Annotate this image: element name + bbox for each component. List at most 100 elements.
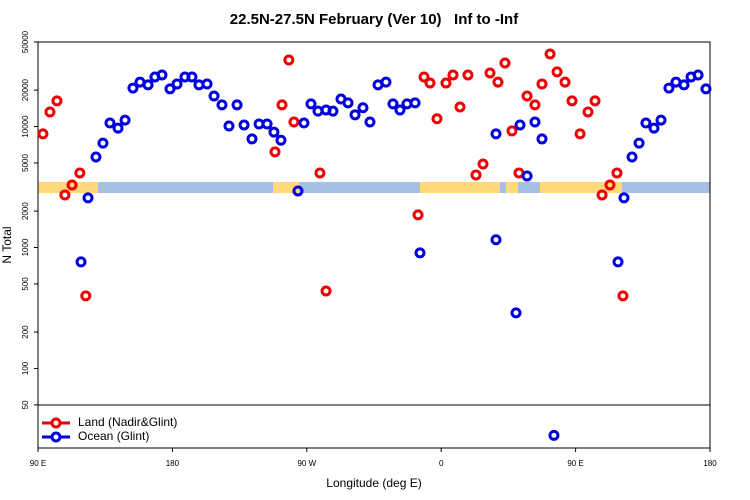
data-point — [551, 66, 563, 78]
y-tick-label: 2000 — [21, 202, 30, 220]
data-point — [596, 189, 608, 201]
data-point — [51, 95, 63, 107]
data-point — [156, 69, 168, 81]
y-tick-label: 200 — [21, 325, 30, 339]
data-point — [529, 116, 541, 128]
data-point — [80, 290, 92, 302]
x-tick-label: 90 E — [30, 459, 46, 468]
legend-marker — [50, 431, 62, 443]
data-point — [536, 78, 548, 90]
data-point — [223, 120, 235, 132]
data-point — [431, 113, 443, 125]
data-point — [462, 69, 474, 81]
data-point — [626, 151, 638, 163]
data-point — [566, 95, 578, 107]
data-point — [424, 77, 436, 89]
data-point — [164, 83, 176, 95]
land-strip — [273, 182, 299, 193]
data-point — [171, 78, 183, 90]
x-tick-label: 90 W — [297, 459, 316, 468]
chart-title: 22.5N-27.5N February (Ver 10) Inf to -In… — [230, 11, 519, 28]
data-point — [529, 99, 541, 111]
data-point — [440, 77, 452, 89]
data-point — [648, 122, 660, 134]
data-point — [490, 128, 502, 140]
data-point — [201, 78, 213, 90]
x-tick-label: 180 — [166, 459, 180, 468]
data-point — [74, 167, 86, 179]
data-point — [514, 119, 526, 131]
x-tick-label: 180 — [703, 459, 717, 468]
data-point — [231, 99, 243, 111]
data-point — [548, 429, 560, 441]
data-point — [59, 189, 71, 201]
data-point — [454, 101, 466, 113]
data-point — [82, 192, 94, 204]
land-strip — [420, 182, 500, 193]
data-point — [640, 117, 652, 129]
data-point — [119, 114, 131, 126]
data-point — [574, 128, 586, 140]
data-point — [655, 114, 667, 126]
data-point — [477, 158, 489, 170]
data-point — [66, 179, 78, 191]
x-tick-label: 0 — [439, 459, 444, 468]
legend-marker — [50, 417, 62, 429]
data-point — [499, 57, 511, 69]
data-point — [112, 122, 124, 134]
data-point — [75, 256, 87, 268]
data-point — [506, 125, 518, 137]
data-point — [246, 133, 258, 145]
data-point — [97, 137, 109, 149]
data-point — [663, 82, 675, 94]
x-axis-label: Longitude (deg E) — [326, 476, 421, 490]
y-axis-label: N Total — [0, 226, 14, 263]
data-point — [521, 170, 533, 182]
data-point — [44, 106, 56, 118]
y-tick-label: 10000 — [21, 115, 30, 138]
data-point — [357, 102, 369, 114]
data-point — [604, 179, 616, 191]
y-tick-label: 1000 — [21, 238, 30, 256]
data-point — [492, 76, 504, 88]
data-point — [216, 99, 228, 111]
data-point — [104, 117, 116, 129]
land-strip — [540, 182, 622, 193]
data-point — [692, 69, 704, 81]
data-point — [484, 67, 496, 79]
data-point — [589, 95, 601, 107]
data-point — [298, 117, 310, 129]
data-point — [186, 71, 198, 83]
data-point — [90, 151, 102, 163]
data-point — [521, 90, 533, 102]
legend-label: Ocean (Glint) — [78, 429, 149, 443]
data-point — [380, 76, 392, 88]
data-point — [582, 106, 594, 118]
data-point — [238, 119, 250, 131]
data-point — [678, 79, 690, 91]
land-strip — [506, 182, 518, 193]
data-point — [414, 247, 426, 259]
data-point — [559, 76, 571, 88]
data-point — [364, 116, 376, 128]
data-point — [269, 146, 281, 158]
y-tick-label: 500 — [21, 277, 30, 291]
data-point — [37, 128, 49, 140]
data-point — [544, 48, 556, 60]
data-point — [142, 79, 154, 91]
data-point — [261, 118, 273, 130]
data-point — [412, 209, 424, 221]
data-point — [275, 134, 287, 146]
legend: Land (Nadir&Glint)Ocean (Glint) — [42, 415, 177, 443]
data-point — [394, 104, 406, 116]
data-point — [305, 98, 317, 110]
data-point — [283, 54, 295, 66]
data-point — [536, 133, 548, 145]
data-point — [418, 71, 430, 83]
data-point — [314, 167, 326, 179]
data-point — [276, 99, 288, 111]
data-point — [387, 98, 399, 110]
data-point — [127, 82, 139, 94]
y-tick-label: 5000 — [21, 154, 30, 172]
